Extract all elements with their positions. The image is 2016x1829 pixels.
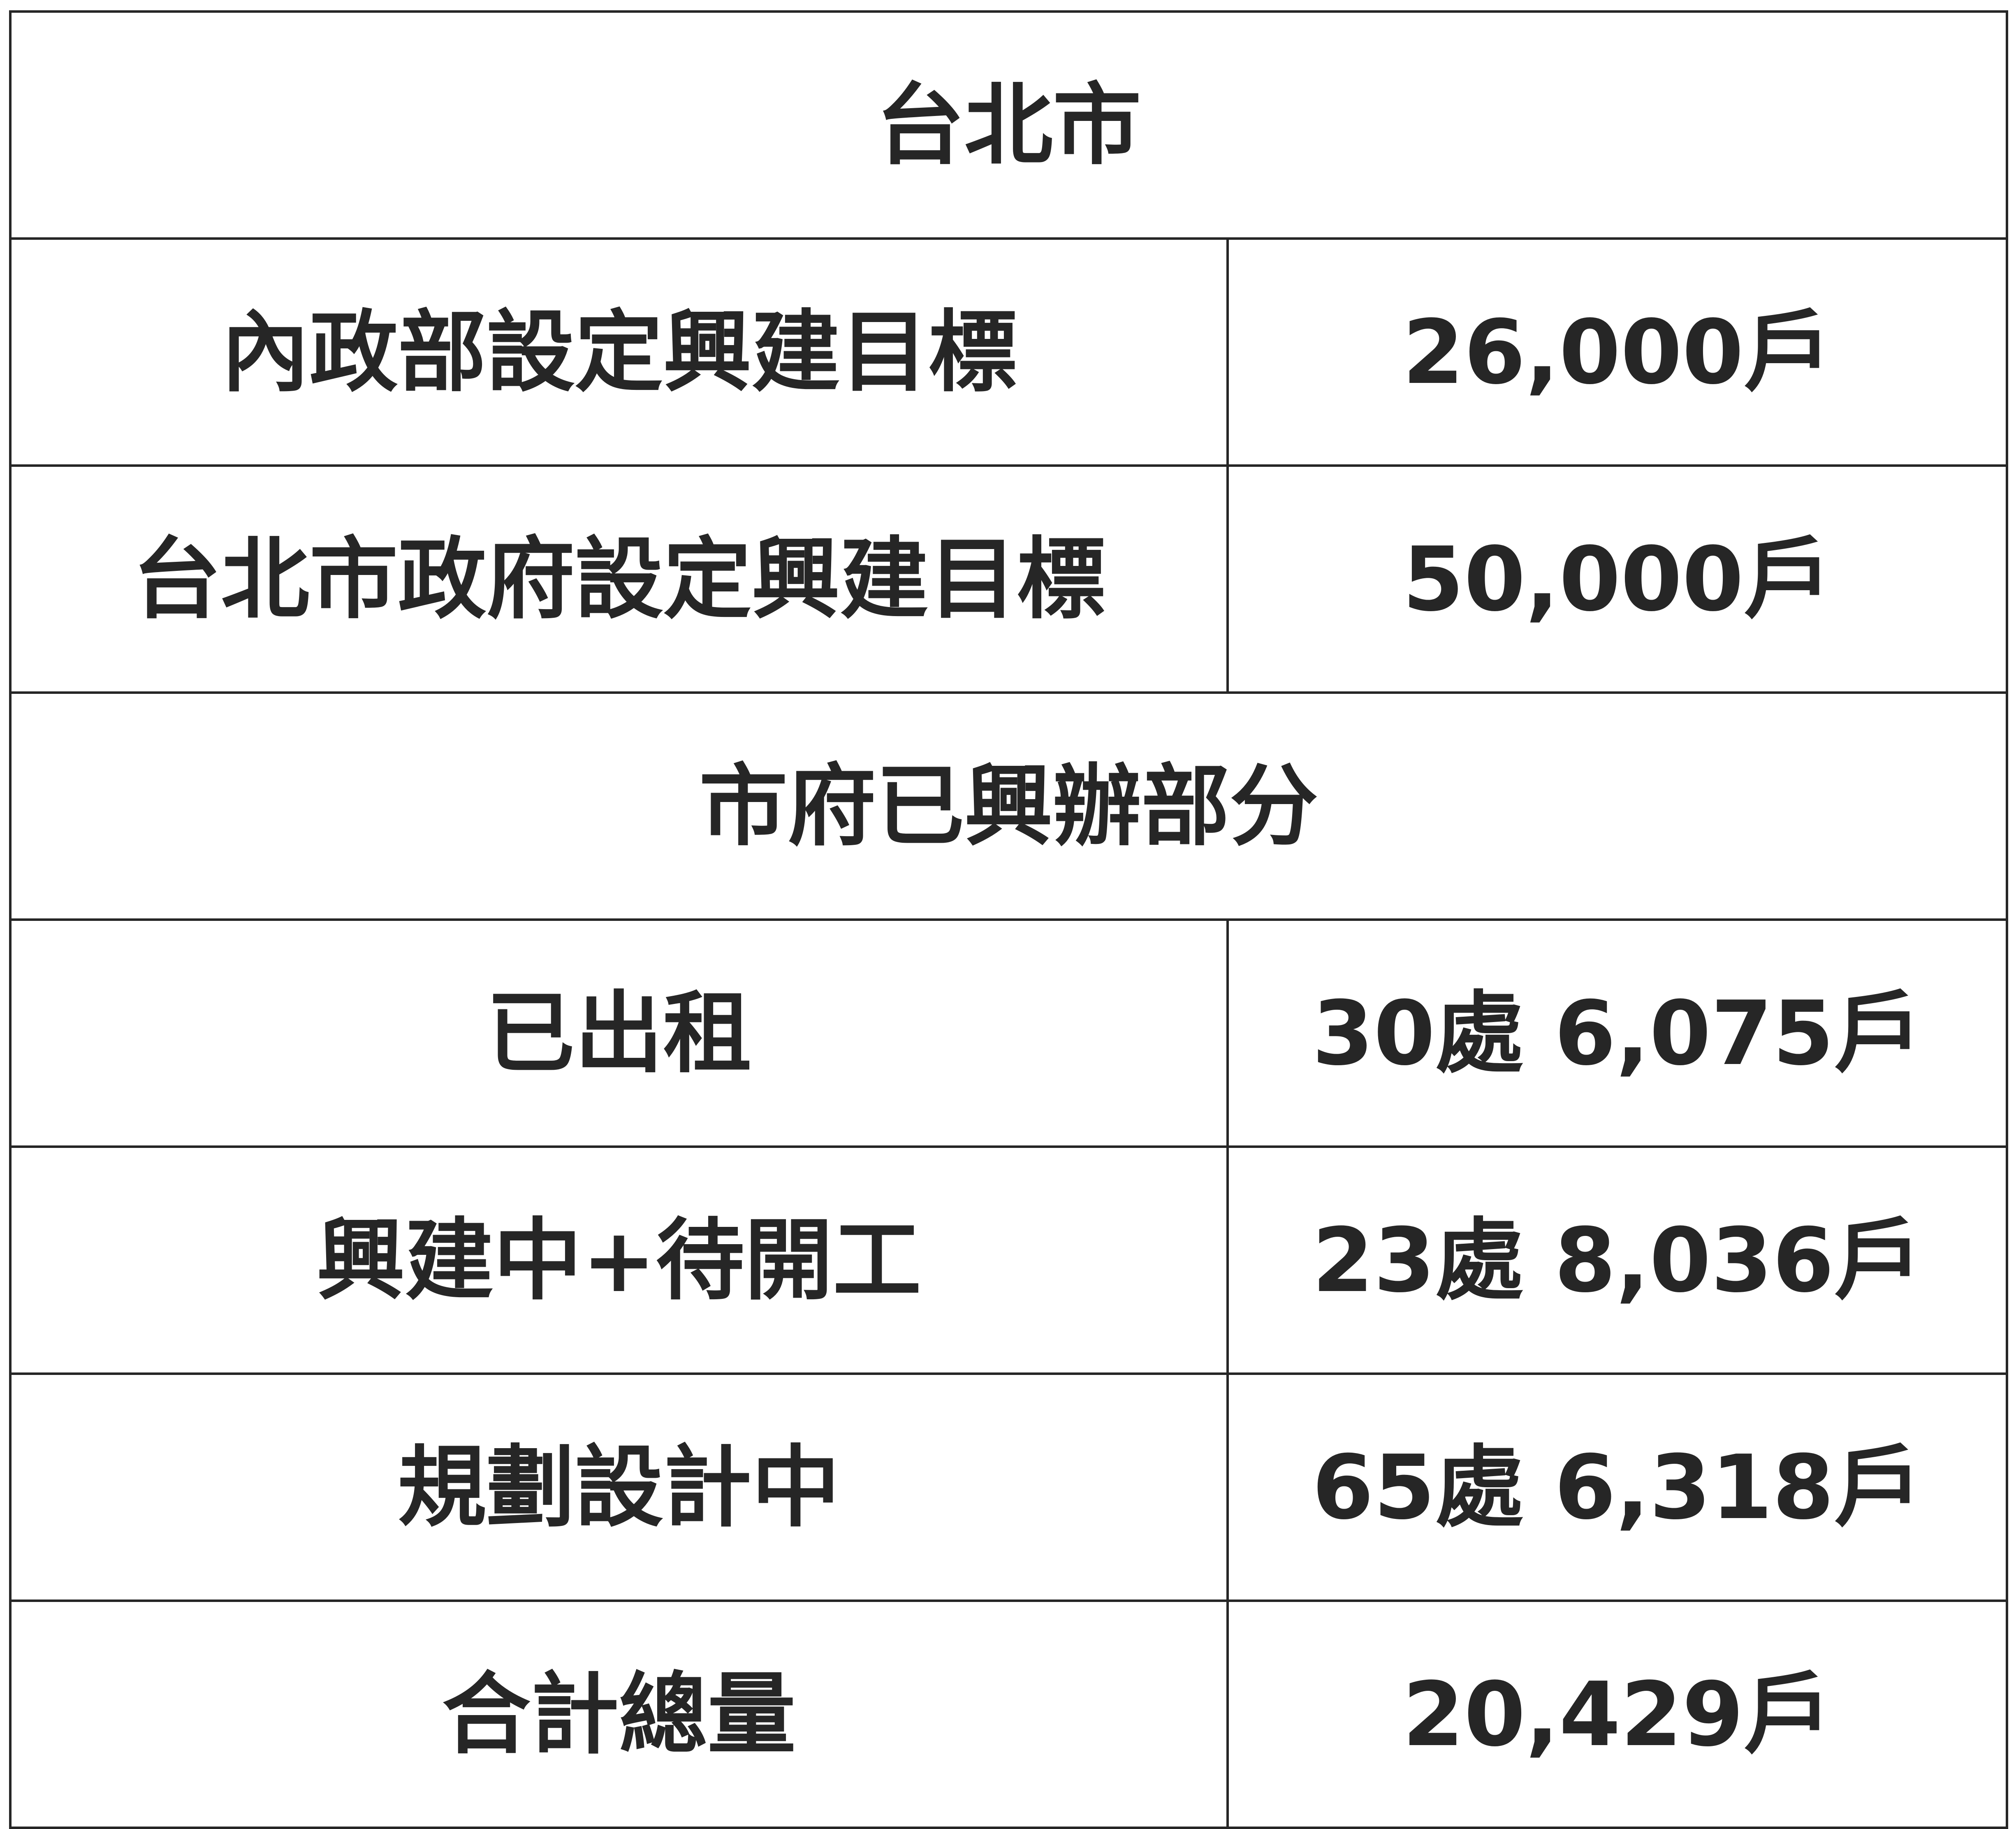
section-header-row: 市府已興辦部分 [9, 691, 2008, 921]
section-header-row: 台北市 [9, 10, 2008, 240]
row-label: 內政部設定興建目標 [9, 237, 1229, 467]
row-label: 合計總量 [9, 1600, 1229, 1829]
row-label: 興建中+待開工 [9, 1145, 1229, 1375]
table-row: 內政部設定興建目標 26,000戶 [9, 237, 2008, 467]
row-value: 65處 6,318戶 [1226, 1372, 2008, 1602]
section-header-taipei: 台北市 [9, 10, 2008, 240]
row-value: 20,429戶 [1226, 1600, 2008, 1829]
row-label: 規劃設計中 [9, 1372, 1229, 1602]
row-value: 26,000戶 [1226, 237, 2008, 467]
row-label: 已出租 [9, 918, 1229, 1148]
table-row: 台北市政府設定興建目標 50,000戶 [9, 464, 2008, 694]
row-value: 30處 6,075戶 [1226, 918, 2008, 1148]
table-row: 興建中+待開工 23處 8,036戶 [9, 1145, 2008, 1375]
table-row: 已出租 30處 6,075戶 [9, 918, 2008, 1148]
section-header-city-built: 市府已興辦部分 [9, 691, 2008, 921]
row-label: 台北市政府設定興建目標 [9, 464, 1229, 694]
row-value: 23處 8,036戶 [1226, 1145, 2008, 1375]
table-row-total: 合計總量 20,429戶 [9, 1600, 2008, 1829]
row-value: 50,000戶 [1226, 464, 2008, 694]
housing-target-table: 台北市 內政部設定興建目標 26,000戶 台北市政府設定興建目標 50,000… [9, 10, 2008, 1829]
table-row: 規劃設計中 65處 6,318戶 [9, 1372, 2008, 1602]
